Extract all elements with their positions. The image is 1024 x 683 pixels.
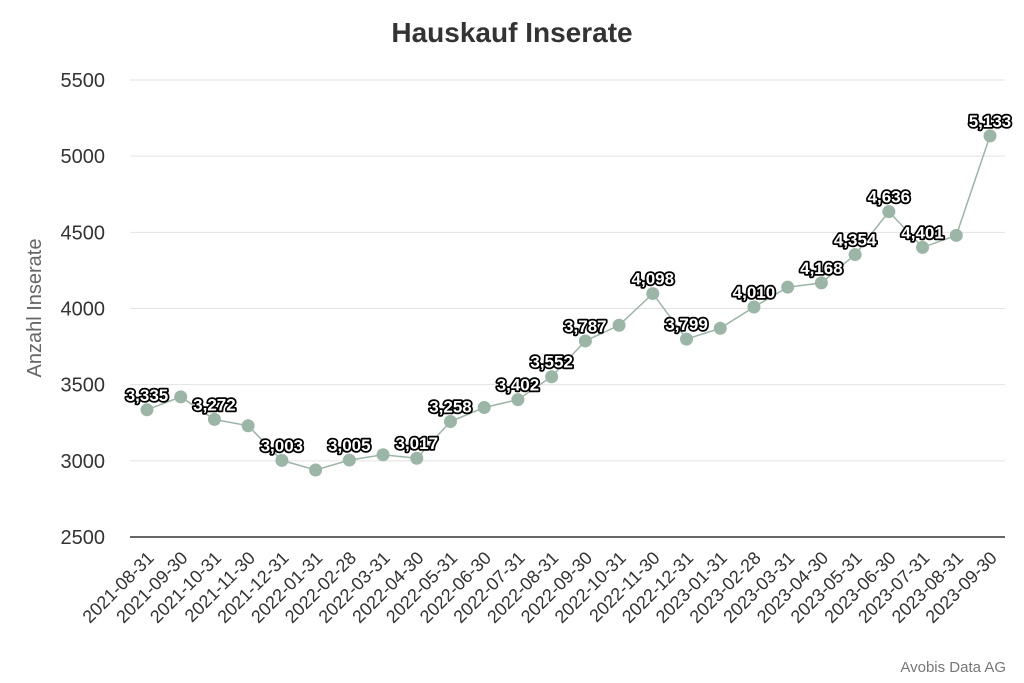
data-point (443, 415, 457, 429)
data-points (140, 129, 997, 477)
y-tick-label: 4000 (61, 299, 106, 321)
y-tick-label: 5500 (61, 70, 106, 92)
data-point (848, 248, 862, 262)
chart-title: Hauskauf Inserate (391, 17, 632, 48)
data-point (578, 334, 592, 348)
x-axis-ticks: 2021-08-312021-09-302021-10-312021-11-30… (79, 548, 1001, 627)
gridlines (130, 79, 1005, 462)
data-point (983, 129, 997, 143)
data-label: 4,636 (868, 188, 911, 207)
data-point (309, 463, 323, 477)
y-axis-ticks: 2500 3000 3500 4000 4500 5000 5500 (61, 70, 106, 549)
data-point (140, 403, 154, 417)
data-point (275, 453, 289, 467)
data-point (342, 453, 356, 467)
data-point (949, 228, 963, 242)
data-point (882, 205, 896, 219)
data-point (781, 280, 795, 294)
data-point (747, 300, 761, 314)
data-point (713, 321, 727, 335)
data-label: 3,272 (193, 395, 236, 414)
data-point (241, 419, 255, 433)
y-tick-label: 5000 (61, 146, 106, 168)
data-label: 4,010 (733, 283, 776, 302)
data-label: 3,402 (497, 376, 540, 395)
data-label: 3,335 (126, 386, 169, 405)
source-credit: Avobis Data AG (900, 659, 1006, 676)
data-label: 3,787 (564, 317, 607, 336)
data-point (916, 240, 930, 254)
series-line (146, 135, 991, 471)
data-label: 3,552 (530, 353, 573, 372)
data-point (207, 412, 221, 426)
data-point (545, 370, 559, 384)
data-label: 4,401 (901, 223, 944, 242)
data-point (680, 332, 694, 346)
data-labels: 3,335 3,272 3,003 3,005 3,017 3,258 3,402 3,552… (124, 110, 1013, 457)
data-point (511, 393, 525, 407)
data-point (646, 287, 660, 301)
y-tick-label: 3000 (61, 451, 106, 473)
data-label: 5,133 (969, 112, 1012, 131)
data-label: 3,005 (328, 436, 371, 455)
data-point (376, 448, 390, 462)
data-label: 3,003 (261, 436, 304, 455)
data-point (410, 451, 424, 465)
y-tick-label: 3500 (61, 375, 106, 397)
y-axis-label: Anzahl Inserate (24, 239, 46, 378)
data-point (174, 390, 188, 404)
data-label: 4,354 (834, 231, 877, 250)
data-point (814, 276, 828, 290)
data-label: 4,168 (800, 259, 843, 278)
data-label: 4,098 (632, 270, 675, 289)
data-label: 3,258 (429, 398, 472, 417)
y-tick-label: 4500 (61, 222, 106, 244)
y-tick-label: 2500 (61, 527, 106, 549)
data-point (612, 318, 626, 332)
data-label: 3,017 (395, 434, 438, 453)
data-label: 3,799 (665, 315, 708, 334)
data-point (477, 401, 491, 415)
